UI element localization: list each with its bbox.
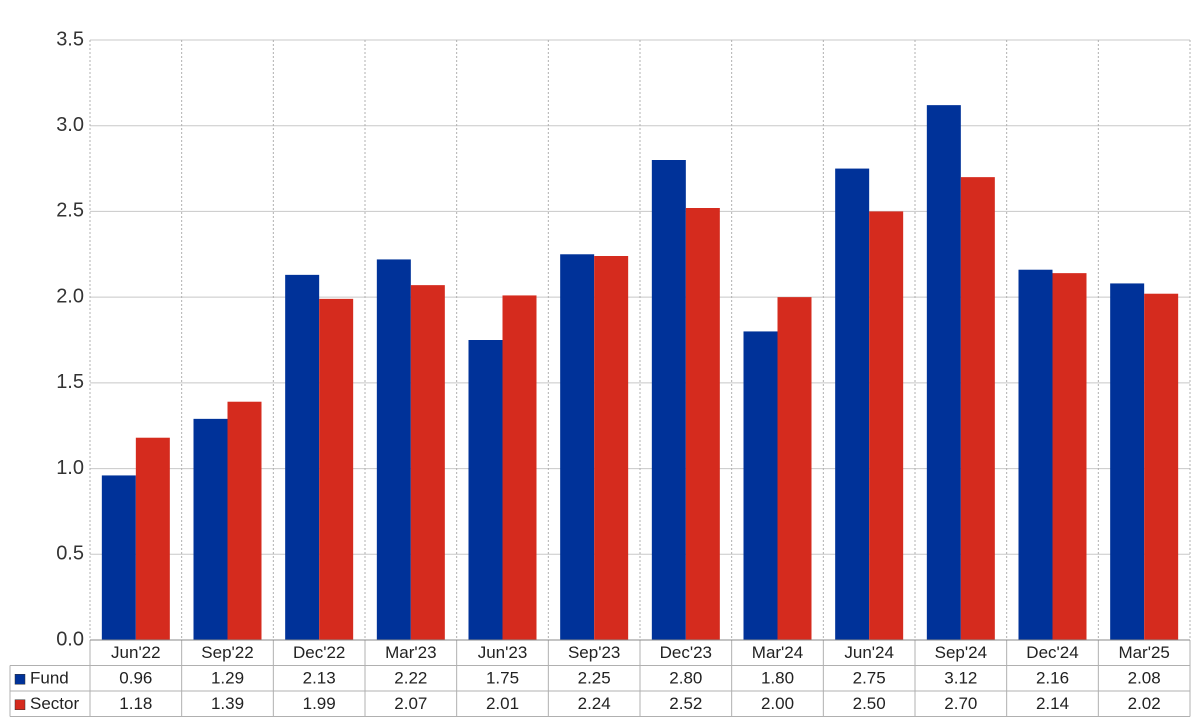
table-value: 1.29 [211, 669, 244, 688]
y-tick-label: 3.5 [56, 28, 84, 50]
x-tick-label: Dec'22 [293, 643, 345, 662]
bar [651, 160, 686, 640]
table-value: 2.75 [853, 669, 886, 688]
bar [743, 331, 778, 640]
table-value: 1.39 [211, 694, 244, 713]
y-tick-label: 1.0 [56, 457, 84, 479]
table-value: 2.80 [669, 669, 702, 688]
bar [468, 340, 503, 640]
y-tick-label: 1.5 [56, 371, 84, 393]
bar [319, 298, 354, 640]
table-value: 2.22 [394, 669, 427, 688]
legend-swatch [14, 699, 26, 710]
table-value: 1.80 [761, 669, 794, 688]
x-tick-label: Jun'24 [844, 643, 894, 662]
x-tick-label: Sep'23 [568, 643, 620, 662]
x-tick-label: Mar'24 [752, 643, 803, 662]
x-tick-label: Dec'23 [660, 643, 712, 662]
table-value: 2.50 [853, 694, 886, 713]
bar [135, 437, 170, 640]
legend-swatch [14, 674, 26, 685]
x-tick-label: Jun'22 [111, 643, 161, 662]
table-value: 2.14 [1036, 694, 1069, 713]
bar [227, 401, 262, 640]
legend-label: Sector [30, 694, 79, 713]
bar [1052, 273, 1087, 640]
y-tick-label: 2.5 [56, 200, 84, 222]
table-value: 2.01 [486, 694, 519, 713]
y-tick-label: 3.0 [56, 114, 84, 136]
table-value: 3.12 [944, 669, 977, 688]
table-value: 1.99 [303, 694, 336, 713]
table-value: 2.07 [394, 694, 427, 713]
bar [1144, 293, 1179, 640]
table-value: 2.24 [578, 694, 611, 713]
bar [777, 297, 812, 640]
table-value: 2.52 [669, 694, 702, 713]
bar [960, 177, 995, 640]
bar [101, 475, 136, 640]
table-value: 2.13 [303, 669, 336, 688]
y-tick-label: 0.5 [56, 543, 84, 565]
bar [410, 285, 445, 640]
bar [376, 259, 411, 640]
bar [1018, 269, 1053, 640]
table-value: 1.18 [119, 694, 152, 713]
table-value: 2.08 [1128, 669, 1161, 688]
x-tick-label: Mar'25 [1118, 643, 1169, 662]
x-tick-label: Sep'24 [935, 643, 987, 662]
table-value: 0.96 [119, 669, 152, 688]
bar [502, 295, 537, 640]
bar [835, 168, 870, 641]
bar [560, 254, 595, 641]
x-tick-label: Dec'24 [1026, 643, 1078, 662]
bar [685, 208, 720, 640]
bar [869, 211, 904, 640]
bar [1110, 283, 1145, 640]
bar [926, 105, 961, 640]
y-tick-label: 2.0 [56, 285, 84, 307]
legend-label: Fund [30, 669, 69, 688]
table-value: 2.02 [1128, 694, 1161, 713]
bar [594, 256, 629, 640]
table-value: 2.70 [944, 694, 977, 713]
table-value: 2.25 [578, 669, 611, 688]
y-tick-label: 0.0 [56, 628, 84, 650]
x-tick-label: Mar'23 [385, 643, 436, 662]
x-tick-label: Jun'23 [478, 643, 528, 662]
table-value: 2.16 [1036, 669, 1069, 688]
table-value: 1.75 [486, 669, 519, 688]
table-value: 2.00 [761, 694, 794, 713]
bar [285, 274, 320, 640]
bar [193, 418, 228, 640]
x-tick-label: Sep'22 [201, 643, 253, 662]
